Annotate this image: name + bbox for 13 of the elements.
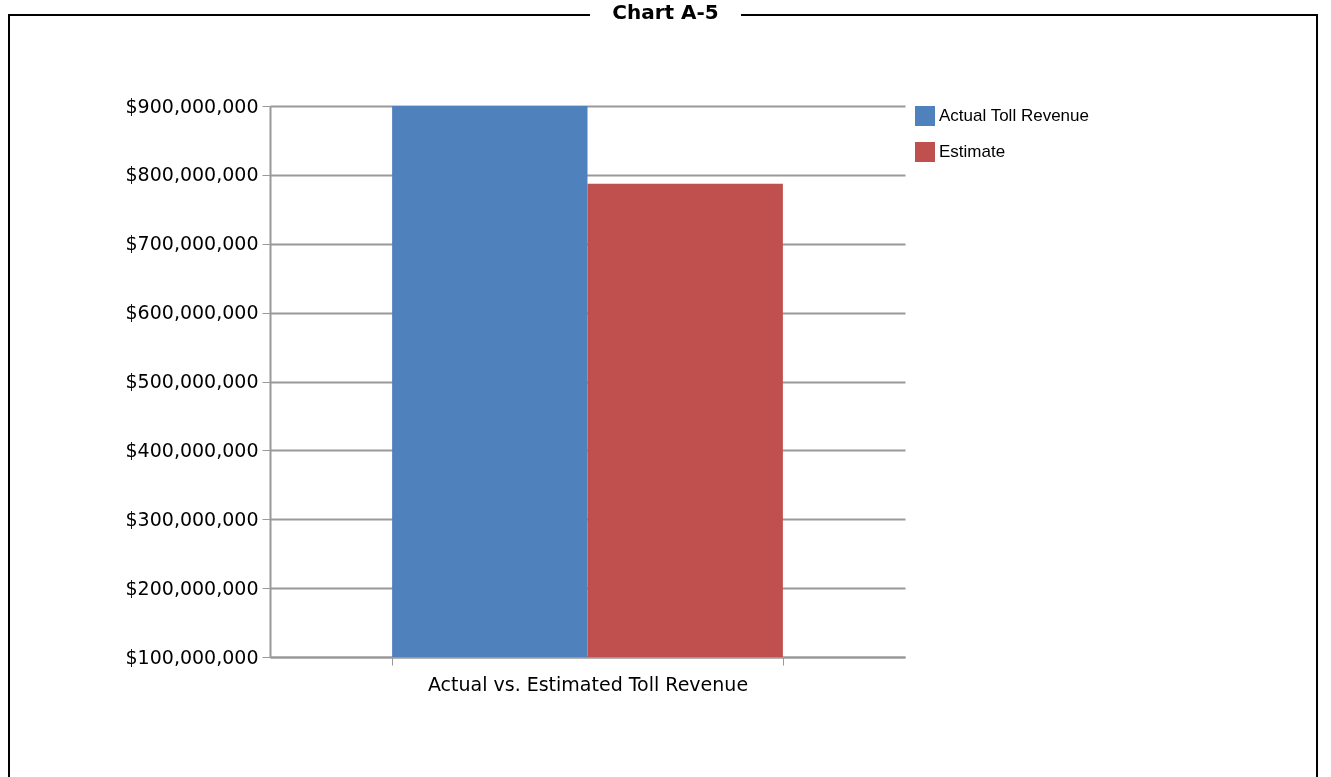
y-tick-label: $900,000,000 — [125, 94, 259, 117]
legend-label: Estimate — [939, 142, 1006, 161]
y-tick-label: $200,000,000 — [125, 576, 259, 599]
y-tick-label: $100,000,000 — [125, 645, 259, 668]
y-tick-label: $600,000,000 — [125, 301, 259, 324]
y-tick-label: $800,000,000 — [125, 163, 259, 186]
y-tick-label: $300,000,000 — [125, 507, 259, 530]
x-tick-label: Actual vs. Estimated Toll Revenue — [427, 672, 749, 695]
legend-label: Actual Toll Revenue — [939, 106, 1089, 125]
y-tick-label: $400,000,000 — [125, 438, 259, 461]
y-tick-label: $700,000,000 — [125, 232, 259, 255]
y-tick-label: $500,000,000 — [125, 370, 259, 392]
chart-title: Chart A-5 — [590, 0, 741, 24]
